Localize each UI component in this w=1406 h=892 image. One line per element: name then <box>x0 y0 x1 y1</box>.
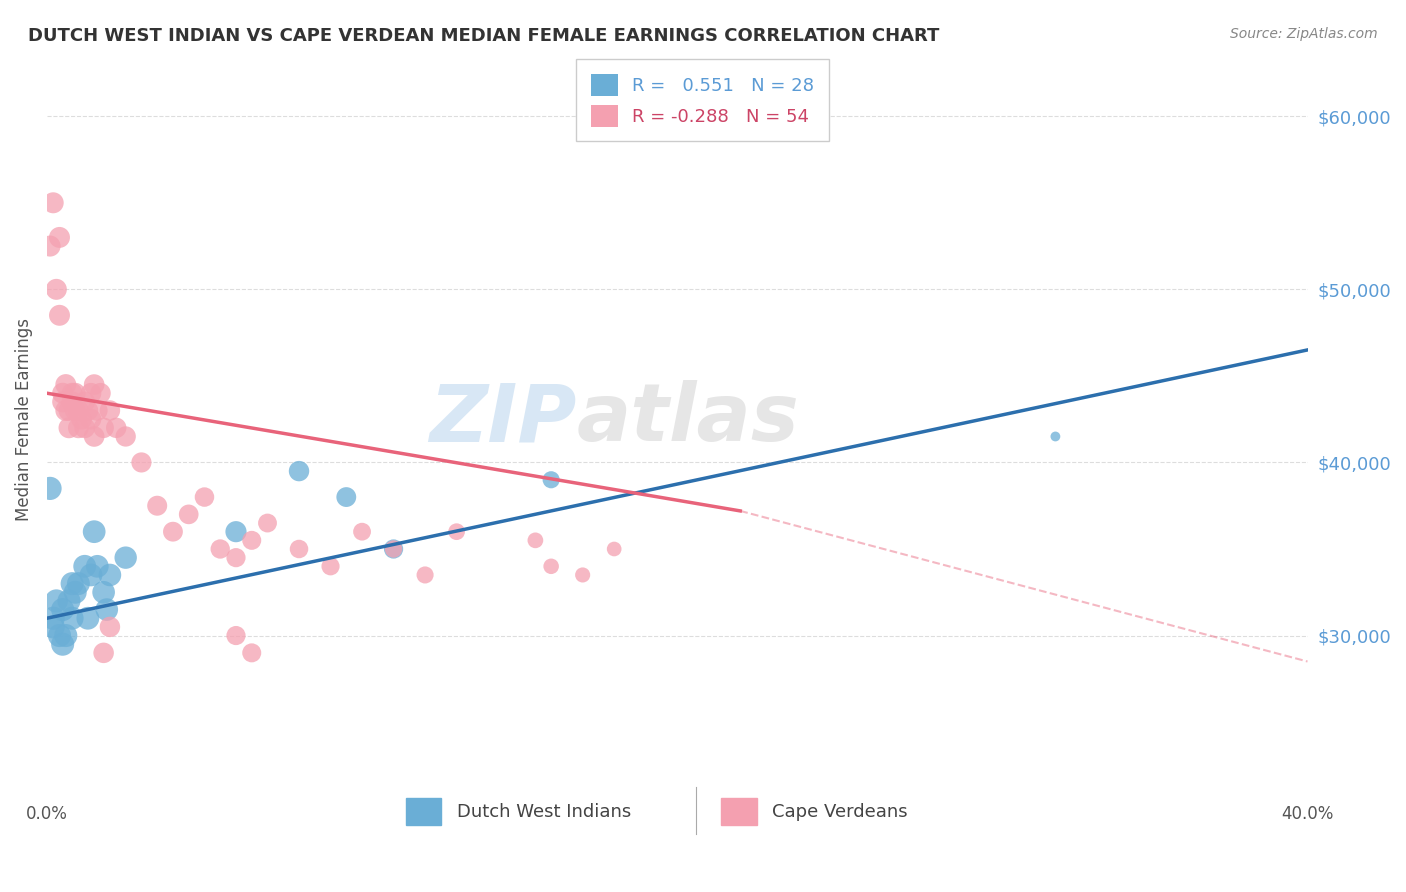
Point <box>524 533 547 548</box>
Point <box>114 550 136 565</box>
Point <box>105 421 128 435</box>
Point <box>55 403 77 417</box>
Point <box>45 594 67 608</box>
Point <box>52 395 75 409</box>
Bar <box>406 798 441 825</box>
Point <box>52 386 75 401</box>
Point <box>225 628 247 642</box>
Point <box>1045 429 1067 443</box>
Point <box>52 637 75 651</box>
Point <box>55 377 77 392</box>
Point <box>39 482 62 496</box>
Point <box>225 550 247 565</box>
Y-axis label: Median Female Earnings: Median Female Earnings <box>15 318 32 521</box>
Point <box>93 421 115 435</box>
Point <box>288 464 311 478</box>
Point <box>60 576 83 591</box>
Point <box>65 386 87 401</box>
Point <box>162 524 184 539</box>
Text: Dutch West Indians: Dutch West Indians <box>457 803 631 821</box>
Point <box>93 585 115 599</box>
Point <box>603 541 626 556</box>
Point <box>60 395 83 409</box>
Point <box>48 230 70 244</box>
Point <box>80 386 103 401</box>
Point <box>89 386 111 401</box>
Point <box>73 421 96 435</box>
Point <box>67 421 90 435</box>
Point <box>571 568 593 582</box>
Text: 0.0%: 0.0% <box>25 805 67 823</box>
Point <box>76 403 98 417</box>
Point <box>60 386 83 401</box>
Point <box>42 611 65 625</box>
Point <box>65 585 87 599</box>
Point <box>352 524 374 539</box>
Point <box>48 308 70 322</box>
Point <box>80 412 103 426</box>
Point <box>60 611 83 625</box>
Text: Source: ZipAtlas.com: Source: ZipAtlas.com <box>1230 27 1378 41</box>
Point <box>209 541 232 556</box>
Point <box>67 576 90 591</box>
Text: Cape Verdeans: Cape Verdeans <box>772 803 907 821</box>
Point <box>225 524 247 539</box>
Text: 40.0%: 40.0% <box>1281 805 1334 823</box>
Point <box>55 628 77 642</box>
Point <box>39 239 62 253</box>
Legend: R =   0.551   N = 28, R = -0.288   N = 54: R = 0.551 N = 28, R = -0.288 N = 54 <box>576 59 828 141</box>
Point <box>58 594 80 608</box>
Point <box>73 559 96 574</box>
Point <box>42 195 65 210</box>
Point <box>93 646 115 660</box>
Point <box>86 559 108 574</box>
Point <box>65 403 87 417</box>
Text: atlas: atlas <box>576 380 799 458</box>
Point <box>131 455 153 469</box>
Point <box>446 524 468 539</box>
Point <box>177 508 200 522</box>
Point <box>96 602 118 616</box>
Bar <box>721 798 756 825</box>
Point <box>114 429 136 443</box>
Point <box>319 559 342 574</box>
Point <box>240 533 263 548</box>
Point <box>67 403 90 417</box>
Point <box>240 646 263 660</box>
Point <box>193 490 215 504</box>
Text: DUTCH WEST INDIAN VS CAPE VERDEAN MEDIAN FEMALE EARNINGS CORRELATION CHART: DUTCH WEST INDIAN VS CAPE VERDEAN MEDIAN… <box>28 27 939 45</box>
Point <box>540 559 562 574</box>
Point <box>382 541 405 556</box>
Text: ZIP: ZIP <box>429 380 576 458</box>
Point <box>98 403 121 417</box>
Point <box>58 421 80 435</box>
Point <box>86 403 108 417</box>
Point <box>76 611 98 625</box>
Point <box>256 516 278 530</box>
Point <box>58 403 80 417</box>
Point <box>45 282 67 296</box>
Point <box>52 602 75 616</box>
Point <box>413 568 436 582</box>
Point <box>48 628 70 642</box>
Point <box>540 473 562 487</box>
Point <box>70 412 93 426</box>
Point <box>80 568 103 582</box>
Point <box>83 429 105 443</box>
Point <box>382 541 405 556</box>
Point <box>146 499 169 513</box>
Point <box>73 395 96 409</box>
Point <box>335 490 357 504</box>
Point <box>98 568 121 582</box>
Point <box>42 620 65 634</box>
Point <box>83 524 105 539</box>
Point <box>288 541 311 556</box>
Point <box>98 620 121 634</box>
Point <box>83 377 105 392</box>
